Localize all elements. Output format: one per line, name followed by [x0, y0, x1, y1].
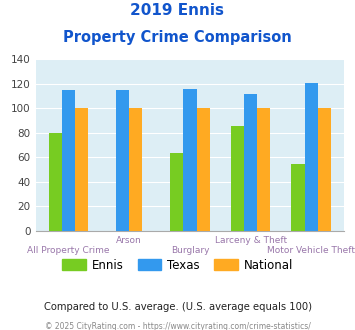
Bar [257, 109, 271, 231]
Text: 2019 Ennis: 2019 Ennis [131, 3, 224, 18]
Text: © 2025 CityRating.com - https://www.cityrating.com/crime-statistics/: © 2025 CityRating.com - https://www.city… [45, 322, 310, 330]
Bar [170, 152, 183, 231]
Bar [183, 89, 197, 231]
Text: Property Crime Comparison: Property Crime Comparison [63, 30, 292, 45]
Text: All Property Crime: All Property Crime [27, 246, 110, 255]
Bar [318, 109, 331, 231]
Bar [75, 109, 88, 231]
Text: Compared to U.S. average. (U.S. average equals 100): Compared to U.S. average. (U.S. average … [44, 302, 311, 312]
Bar [62, 90, 75, 231]
Bar [116, 90, 129, 231]
Text: Arson: Arson [116, 236, 142, 245]
Bar [129, 109, 142, 231]
Bar [305, 83, 318, 231]
Text: Larceny & Theft: Larceny & Theft [214, 236, 286, 245]
Legend: Ennis, Texas, National: Ennis, Texas, National [58, 254, 297, 276]
Text: Burglary: Burglary [171, 246, 209, 255]
Bar [231, 126, 244, 231]
Bar [291, 164, 305, 231]
Bar [49, 133, 62, 231]
Bar [244, 94, 257, 231]
Text: Motor Vehicle Theft: Motor Vehicle Theft [267, 246, 355, 255]
Bar [197, 109, 210, 231]
